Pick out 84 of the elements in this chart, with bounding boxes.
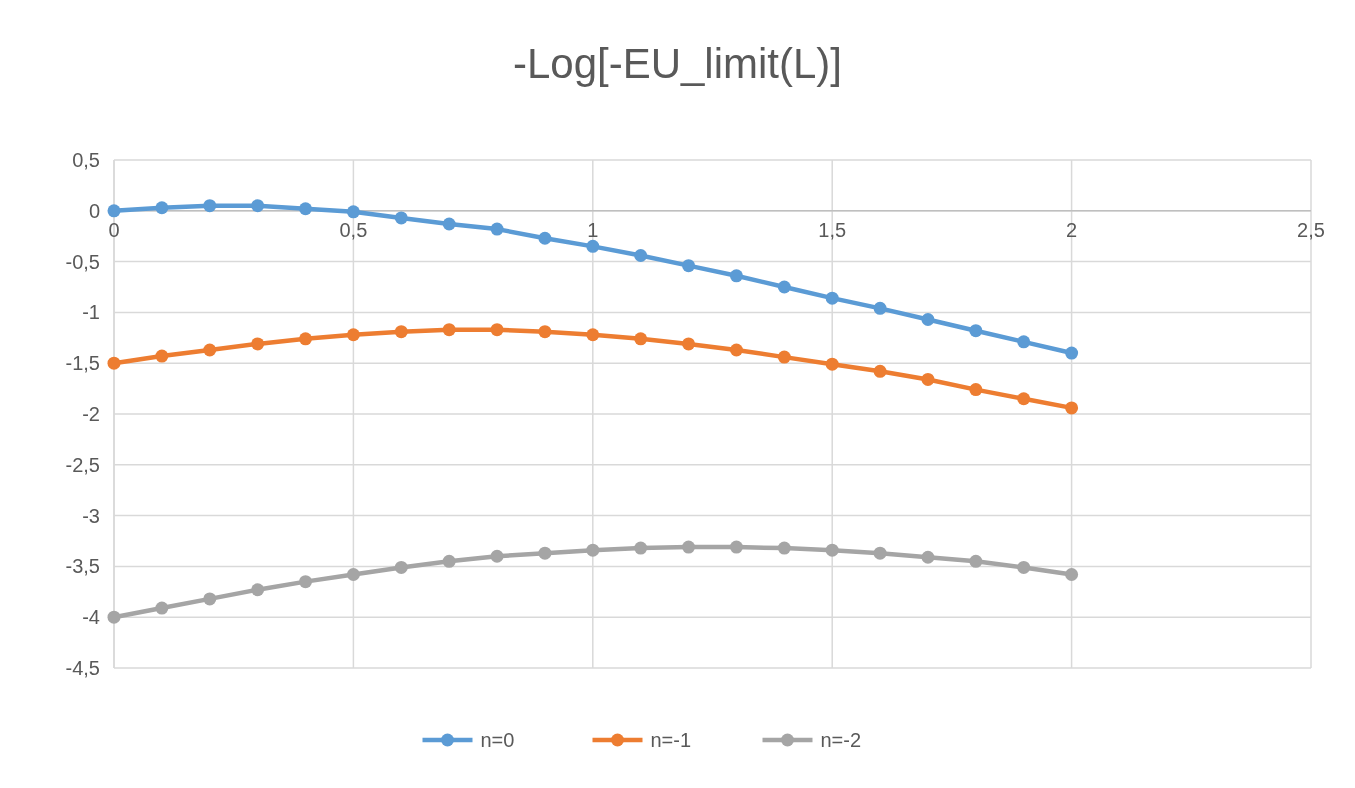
point	[586, 328, 600, 342]
x-tick-label: 0	[108, 218, 120, 241]
y-tick-label: -1	[82, 301, 100, 324]
point	[969, 324, 983, 338]
point	[490, 222, 504, 236]
x-tick-label: 1	[587, 218, 599, 241]
point	[634, 249, 648, 262]
point	[1017, 392, 1031, 406]
point	[729, 540, 743, 554]
y-tick-label: -2	[82, 403, 100, 425]
legend-label: n=-2	[820, 729, 862, 751]
point	[969, 554, 983, 568]
point	[825, 357, 839, 371]
y-tick-label: -4	[82, 606, 100, 629]
point	[682, 337, 696, 351]
point	[825, 291, 839, 305]
y-tick-label: 0	[88, 199, 100, 222]
y-tick-label: -2,5	[65, 453, 100, 476]
point	[825, 543, 839, 557]
point	[299, 332, 313, 346]
point	[1065, 401, 1079, 415]
point	[586, 543, 600, 557]
y-tick-label: -1,5	[65, 352, 100, 375]
point	[203, 592, 217, 606]
point	[921, 372, 935, 386]
point	[251, 199, 265, 213]
point	[777, 350, 791, 364]
point	[107, 204, 121, 218]
point	[251, 583, 265, 597]
point	[969, 383, 983, 397]
point	[442, 554, 456, 568]
point	[538, 325, 552, 339]
point	[1017, 335, 1031, 349]
point	[155, 201, 169, 215]
point	[777, 280, 791, 294]
chart-title: -Log[-EU_limit(L)]	[512, 40, 843, 87]
point	[155, 349, 169, 363]
point	[394, 560, 408, 574]
point	[682, 540, 696, 554]
point	[299, 575, 313, 589]
point	[873, 301, 887, 315]
point	[107, 356, 121, 370]
y-tick-label: -3	[82, 504, 100, 527]
point	[490, 323, 504, 337]
point	[442, 217, 456, 231]
point	[203, 343, 217, 357]
point	[346, 328, 360, 342]
y-tick-label: -4,5	[65, 657, 100, 679]
point	[586, 239, 600, 253]
point	[442, 323, 456, 337]
point	[394, 211, 408, 225]
point	[394, 325, 408, 339]
point	[777, 541, 791, 555]
point	[251, 337, 265, 351]
point	[634, 541, 648, 555]
point	[346, 205, 360, 219]
point	[634, 332, 648, 346]
point	[538, 231, 552, 245]
x-tick-label: 0,5	[339, 218, 368, 241]
legend-label: n=0	[480, 729, 515, 751]
point	[299, 202, 313, 216]
point	[873, 546, 887, 560]
x-tick-label: 2,5	[1297, 218, 1325, 241]
point	[1065, 568, 1079, 582]
point	[1017, 560, 1031, 574]
point	[682, 259, 696, 273]
point	[203, 199, 217, 213]
point	[921, 550, 935, 564]
x-tick-label: 2	[1066, 218, 1078, 241]
y-tick-label: -3,5	[65, 555, 100, 578]
point	[873, 364, 887, 378]
point	[729, 343, 743, 357]
point	[729, 269, 743, 283]
point	[107, 610, 121, 624]
x-tick-label: 1,5	[818, 218, 847, 241]
y-tick-label: -0,5	[65, 250, 100, 273]
point	[490, 549, 504, 563]
point	[155, 601, 169, 615]
point	[1065, 346, 1079, 360]
point	[346, 568, 360, 582]
y-tick-label: 0,5	[72, 149, 100, 171]
legend-label: n=-1	[650, 729, 692, 751]
point	[538, 546, 552, 560]
point	[921, 313, 935, 327]
